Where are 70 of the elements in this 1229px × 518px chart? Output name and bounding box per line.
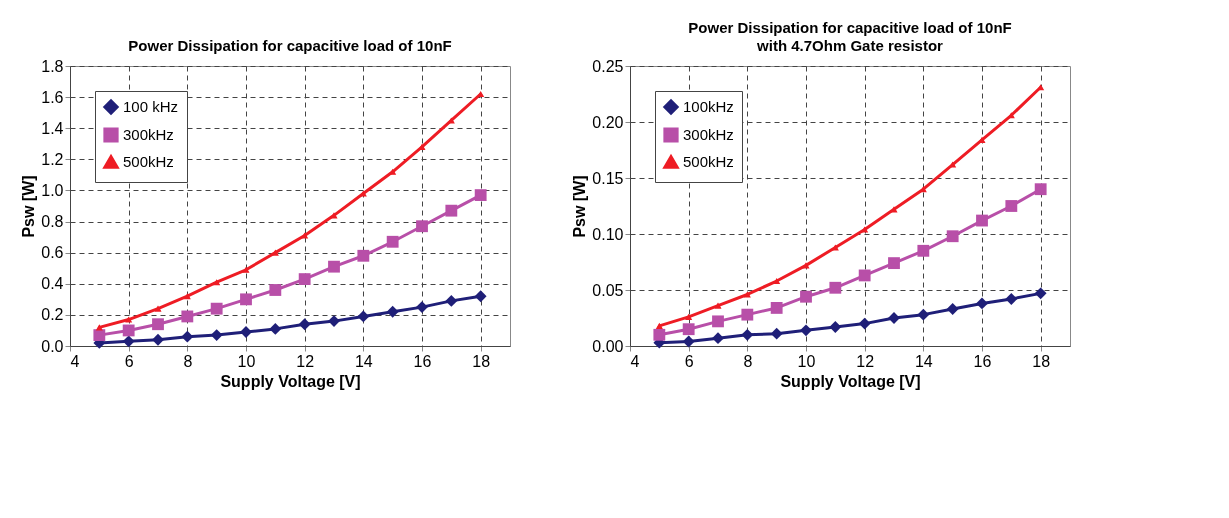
point (416, 220, 428, 233)
y-tick-label: 0.25 (592, 57, 624, 75)
y-axis-title: Psw [W] (20, 175, 38, 238)
y-tick-label: 1.4 (41, 119, 64, 137)
x-tick-label: 12 (296, 352, 315, 370)
chart-title: Power Dissipation for capacitive load of 10nF (688, 19, 1012, 36)
x-tick-label: 8 (183, 352, 193, 370)
x-tick-label: 14 (354, 352, 373, 370)
x-tick-label: 4 (70, 352, 80, 370)
point (152, 318, 164, 331)
point (829, 281, 842, 294)
chart-title: Power Dissipation for capacitive load of 10nF (128, 37, 452, 54)
point (328, 315, 340, 328)
y-tick-label: 0.10 (592, 225, 624, 243)
chart-subtitle: with 4.7Ohm Gate resistor (756, 37, 944, 54)
point (210, 329, 223, 342)
point (946, 230, 959, 243)
y-tick-label: 1.0 (41, 181, 64, 199)
point (298, 318, 311, 331)
point (445, 294, 458, 307)
point (474, 290, 487, 303)
legend-label: 100 kHz (123, 98, 179, 115)
y-tick-label: 1.2 (41, 150, 64, 168)
x-tick-label: 18 (1032, 352, 1051, 370)
point (298, 273, 311, 286)
point (712, 332, 724, 345)
y-tick-label: 1.8 (41, 57, 64, 75)
x-tick-label: 10 (237, 352, 256, 370)
point (800, 290, 812, 303)
y-tick-label: 0.6 (41, 244, 64, 262)
point (357, 249, 370, 262)
x-tick-label: 4 (630, 352, 640, 370)
y-tick-label: 0.20 (592, 113, 624, 131)
point (1034, 183, 1047, 196)
point (653, 328, 666, 341)
y-tick-label: 0.4 (41, 275, 64, 293)
point (917, 244, 930, 257)
point (93, 329, 106, 342)
point (269, 322, 282, 335)
y-tick-label: 0.15 (592, 169, 624, 187)
legend-label: 500kHz (683, 153, 734, 170)
x-tick-label: 8 (743, 352, 753, 370)
y-tick-label: 1.6 (41, 88, 64, 106)
point (474, 189, 487, 202)
point (386, 235, 399, 248)
legend-label: 300kHz (123, 126, 174, 143)
point (152, 333, 164, 346)
x-tick-label: 6 (124, 352, 134, 370)
y-tick-label: 0.2 (41, 306, 64, 324)
legend-label: 500kHz (123, 153, 174, 170)
y-tick-label: 0.8 (41, 213, 64, 231)
x-tick-label: 18 (472, 352, 491, 370)
y-tick-label: 0.0 (41, 337, 64, 355)
point (888, 257, 900, 270)
x-tick-label: 10 (797, 352, 816, 370)
x-tick-label: 16 (973, 352, 992, 370)
legend-label: 100kHz (683, 98, 734, 115)
legend-label: 300kHz (683, 126, 734, 143)
x-axis-title: Supply Voltage [V] (780, 372, 921, 390)
x-tick-label: 16 (413, 352, 432, 370)
point (386, 305, 399, 318)
y-tick-label: 0.05 (592, 281, 624, 299)
y-tick-label: 0.00 (592, 337, 624, 355)
x-axis-title: Supply Voltage [V] (220, 372, 361, 390)
x-tick-label: 12 (856, 352, 875, 370)
x-tick-label: 14 (914, 352, 933, 370)
point (682, 323, 695, 336)
point (416, 301, 428, 314)
x-tick-label: 6 (684, 352, 694, 370)
y-axis-title: Psw [W] (571, 175, 589, 238)
